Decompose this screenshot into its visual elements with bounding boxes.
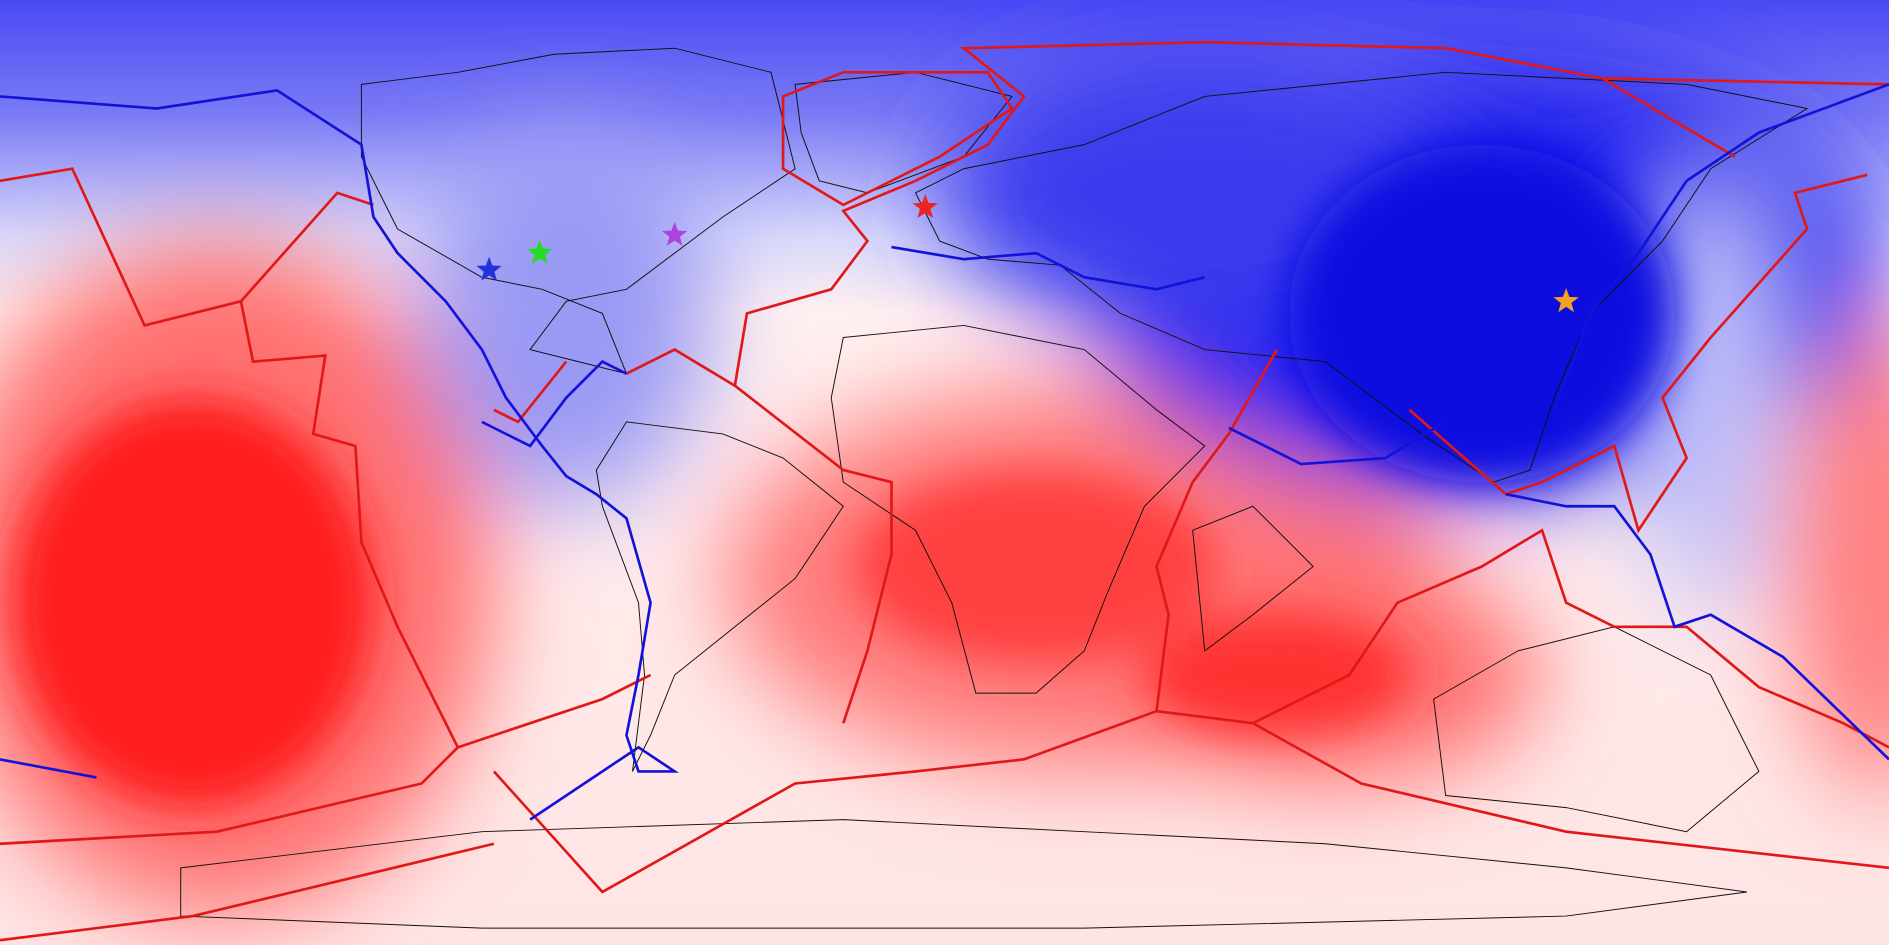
star-marker: [912, 194, 938, 219]
coastlines: [180, 47, 1809, 929]
subduction-zones: [0, 83, 1889, 821]
plate-boundaries: [0, 40, 1889, 942]
markers: [476, 194, 1579, 313]
star-marker: [476, 256, 502, 281]
star-marker: [1553, 288, 1579, 313]
star-marker: [527, 239, 553, 264]
star-marker: [661, 221, 688, 246]
